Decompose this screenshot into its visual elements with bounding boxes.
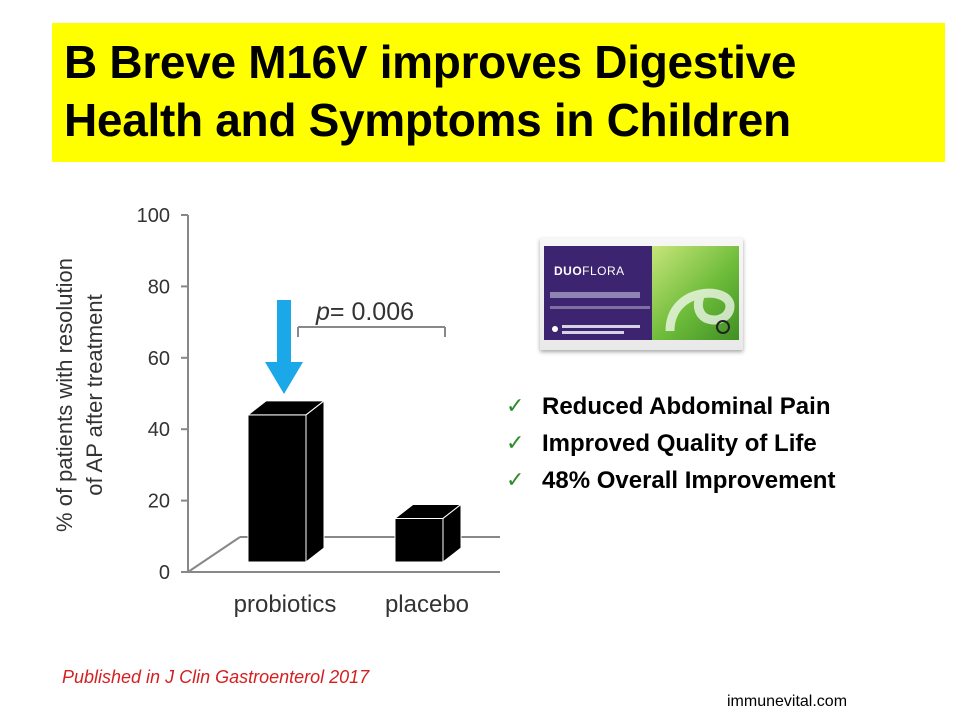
- product-divider: [550, 306, 650, 309]
- product-box-panel: DUOFLORA: [544, 246, 652, 340]
- y-tick-label: 80: [148, 276, 170, 298]
- y-tick-label: 0: [159, 562, 170, 584]
- benefit-item: ✓ 48% Overall Improvement: [506, 462, 835, 499]
- check-icon: ✓: [506, 394, 525, 419]
- citation: Published in J Clin Gastroenterol 2017: [62, 667, 370, 687]
- chart-frame: % of patients with resolution of AP afte…: [52, 215, 500, 573]
- benefit-text: Improved Quality of Life: [542, 429, 817, 457]
- check-icon: ✓: [506, 468, 525, 493]
- p-value-number: = 0.006: [330, 298, 414, 326]
- bar: [246, 399, 326, 564]
- website-url: immunevital.com: [727, 693, 848, 710]
- y-axis-ticks: 0 20 40 60 80 100: [137, 205, 188, 584]
- benefit-item: ✓ Reduced Abdominal Pain: [506, 388, 835, 425]
- y-tick-label: 20: [148, 491, 170, 513]
- bar-front: [247, 414, 307, 563]
- capsule-icon: [552, 326, 558, 332]
- product-label-strip: [550, 292, 640, 298]
- highlight-arrow: [265, 300, 303, 394]
- bar-side: [305, 399, 325, 564]
- y-tick-label: 100: [137, 205, 170, 227]
- halal-seal-icon: [716, 320, 730, 334]
- y-axis-label-line-2: of AP after treatment: [82, 294, 107, 495]
- benefit-text: 48% Overall Improvement: [542, 466, 836, 494]
- bar: [393, 503, 463, 564]
- floor-side-line: [187, 536, 241, 573]
- bar-side: [442, 503, 462, 564]
- title-line-2: Health and Symptoms in Children: [64, 94, 791, 146]
- y-tick-label: 40: [148, 419, 170, 441]
- x-category-label: probiotics: [234, 591, 337, 618]
- product-brand: DUOFLORA: [554, 264, 625, 278]
- benefits-list: ✓ Reduced Abdominal Pain ✓ Improved Qual…: [506, 388, 835, 499]
- product-box-image: DUOFLORA: [540, 238, 743, 350]
- product-fineprint-2: [562, 331, 624, 334]
- y-axis-label-line-1: % of patients with resolution: [52, 258, 77, 532]
- benefit-text: Reduced Abdominal Pain: [542, 392, 831, 420]
- x-category-label: placebo: [385, 591, 469, 618]
- bar-front: [394, 517, 444, 563]
- bar-chart: % of patients with resolution of AP afte…: [52, 205, 500, 618]
- product-swirl-logo: [665, 288, 735, 332]
- y-tick-label: 60: [148, 348, 170, 370]
- product-fineprint-1: [562, 325, 640, 328]
- bars: probiotics placebo: [234, 399, 469, 618]
- title-banner: B Breve M16V improves Digestive Health a…: [52, 23, 945, 162]
- p-value-symbol: p: [315, 298, 330, 326]
- p-value-annotation: p= 0.006: [315, 298, 414, 326]
- check-icon: ✓: [506, 431, 525, 456]
- benefit-item: ✓ Improved Quality of Life: [506, 425, 835, 462]
- title-line-1: B Breve M16V improves Digestive: [64, 36, 797, 88]
